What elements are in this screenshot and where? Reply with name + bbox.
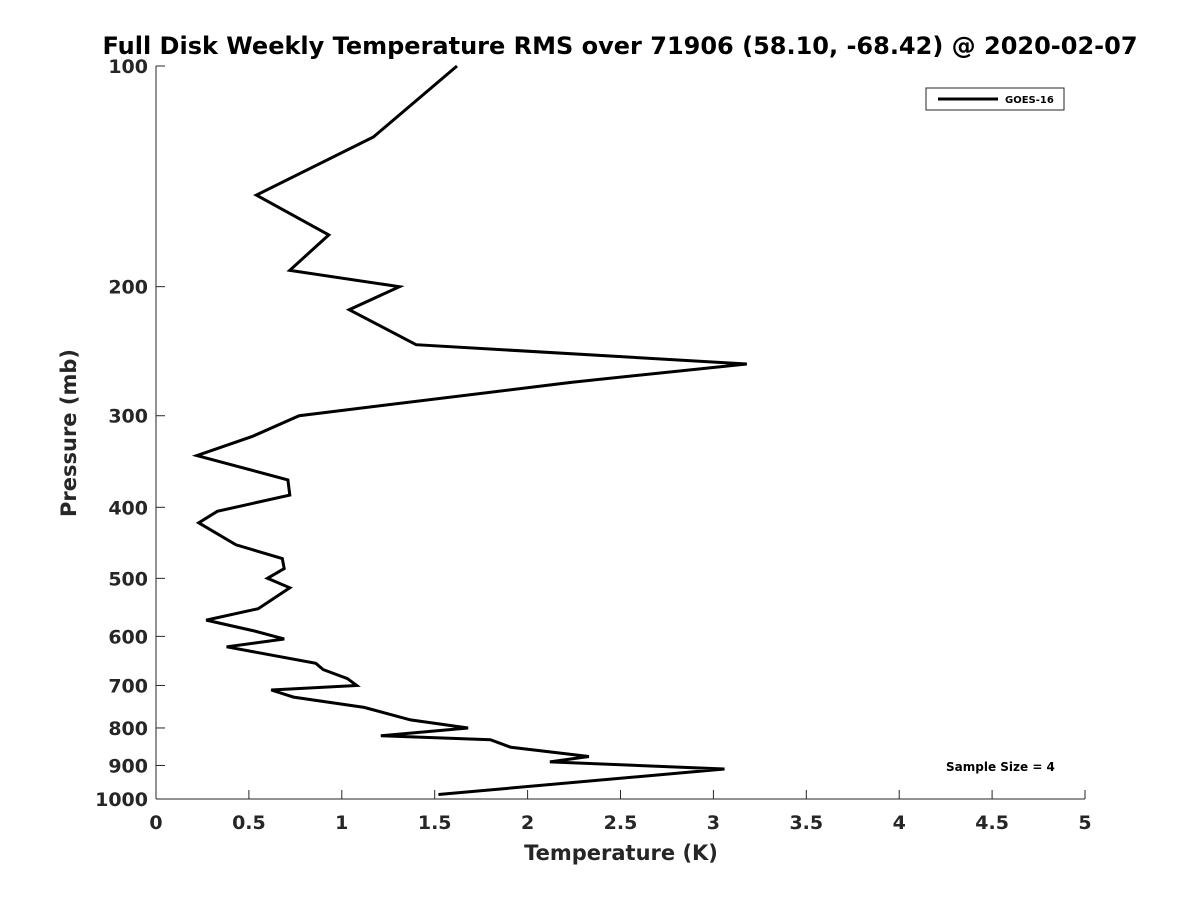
y-tick-label: 900 — [108, 755, 148, 777]
chart-title: Full Disk Weekly Temperature RMS over 71… — [102, 32, 1137, 60]
y-tick-label: 500 — [108, 568, 148, 590]
x-tick-label: 1 — [335, 812, 348, 834]
x-tick-label: 0.5 — [232, 812, 266, 834]
axes: 0 0.5 1 1.5 2 2.5 3 3.5 4 4.5 5 100 200 300 400 500 600… — [95, 56, 1092, 834]
x-tick-label: 2 — [521, 812, 534, 834]
x-ticks: 0 0.5 1 1.5 2 2.5 3 3.5 4 4.5 5 — [149, 790, 1092, 834]
x-tick-label: 3 — [707, 812, 720, 834]
x-tick-label: 5 — [1078, 812, 1091, 834]
legend: GOES-16 — [925, 87, 1065, 111]
x-tick-label: 4 — [893, 812, 906, 834]
x-tick-label: 3.5 — [789, 812, 823, 834]
y-tick-label: 300 — [108, 406, 148, 428]
y-tick-label: 1000 — [95, 789, 148, 811]
x-axis-label: Temperature (K) — [524, 841, 718, 865]
series-layer — [191, 64, 747, 796]
x-tick-label: 1.5 — [418, 812, 452, 834]
y-tick-label: 800 — [108, 718, 148, 740]
y-tick-label: 400 — [108, 497, 148, 519]
y-tick-label: 700 — [108, 675, 148, 697]
y-tick-label: 600 — [108, 626, 148, 648]
sample-size-annotation: Sample Size = 4 — [946, 760, 1055, 774]
plot-area — [156, 66, 1085, 799]
x-tick-label: 2.5 — [604, 812, 638, 834]
y-axis-label: Pressure (mb) — [57, 349, 81, 517]
x-tick-label: 4.5 — [975, 812, 1009, 834]
x-tick-label: 0 — [149, 812, 162, 834]
y-ticks: 100 200 300 400 500 600 700 800 900 1000 — [95, 56, 165, 811]
y-tick-label: 200 — [108, 277, 148, 299]
legend-label: GOES-16 — [1005, 95, 1054, 106]
series-line-goes-16 — [191, 64, 747, 796]
y-tick-label: 100 — [108, 56, 148, 78]
